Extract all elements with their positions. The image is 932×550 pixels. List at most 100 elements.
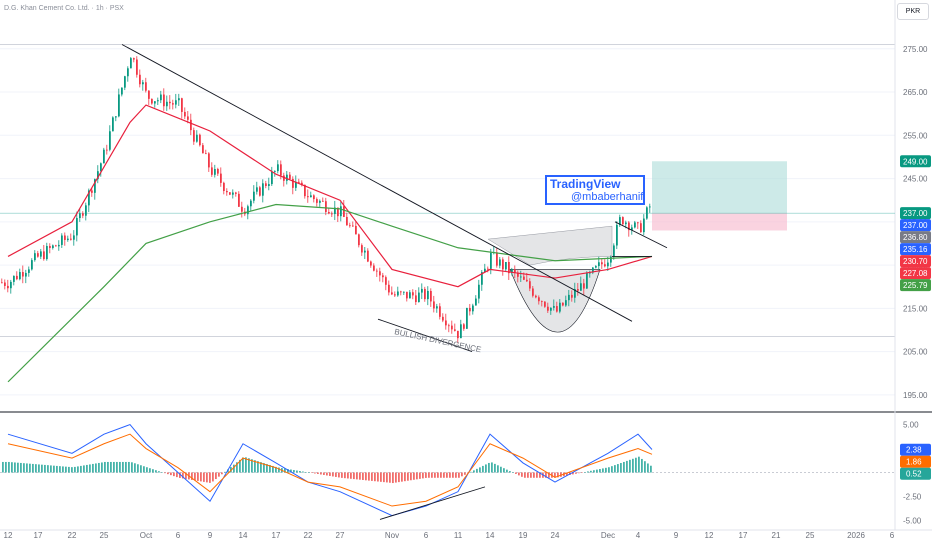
candle-body (133, 58, 135, 60)
macd-histogram-bar (263, 463, 265, 473)
candle-body (496, 252, 498, 266)
candle-body (295, 181, 297, 188)
candle-body (52, 245, 54, 249)
macd-histogram-bar (83, 465, 85, 473)
candle-body (394, 294, 396, 296)
candle-body (505, 262, 507, 270)
price-candles (1, 56, 651, 344)
candle-body (163, 94, 165, 107)
price-tag-text: 236.80 (903, 233, 928, 242)
macd-histogram-bar (71, 467, 73, 473)
candle-body (544, 301, 546, 307)
candle-body (418, 292, 420, 303)
macd-histogram-bar (494, 463, 496, 473)
candle-body (343, 206, 345, 217)
candle-body (355, 225, 357, 235)
price-tag-text: 230.70 (903, 257, 928, 266)
watermark-line2: @mbaberhanif (571, 191, 644, 203)
candle-body (430, 290, 432, 302)
macd-histogram-bar (290, 469, 292, 473)
macd-histogram-bar (620, 463, 622, 473)
candle-body (649, 206, 651, 208)
candle-body (13, 275, 15, 282)
macd-histogram-bar (104, 461, 106, 473)
trendline-drawings (121, 44, 668, 353)
candle-body (292, 178, 294, 188)
candle-body (85, 205, 87, 216)
candle-body (346, 216, 348, 226)
macd-histogram-bar (584, 472, 586, 473)
candle-body (598, 262, 600, 267)
candle-body (502, 259, 504, 270)
candle-body (406, 291, 408, 299)
candle-body (433, 301, 435, 309)
macd-tag (900, 443, 931, 456)
candle-body (16, 275, 18, 280)
macd-histogram-bar (191, 472, 193, 480)
candle-body (274, 171, 276, 172)
candle-body (307, 196, 309, 198)
macd-histogram-bar (488, 462, 490, 473)
macd-histogram-bar (452, 472, 454, 478)
candle-body (82, 213, 84, 216)
time-tick-label: 14 (239, 531, 248, 540)
macd-histogram-bar (125, 461, 127, 473)
macd-histogram-bar (530, 472, 532, 478)
macd-histogram-bar (377, 472, 379, 482)
time-tick-label: 22 (68, 531, 77, 540)
candle-body (538, 297, 540, 302)
macd-histogram-bar (305, 472, 307, 473)
macd-histogram-bar (491, 462, 493, 473)
candle-body (331, 213, 333, 215)
candle-body (166, 101, 168, 107)
macd-histogram-bar (224, 471, 226, 473)
macd-histogram-bar (368, 472, 370, 481)
candle-body (40, 251, 42, 257)
price-tick-label: 265.00 (903, 88, 928, 97)
currency-button[interactable]: PKR (897, 3, 929, 20)
macd-pane (2, 423, 653, 520)
candle-body (514, 269, 516, 273)
candle-body (352, 225, 354, 227)
candle-body (7, 285, 9, 289)
macd-histogram-bar (437, 472, 439, 478)
candle-body (313, 195, 315, 200)
price-tag (900, 155, 931, 168)
candle-body (415, 295, 417, 303)
candle-body (280, 164, 282, 176)
macd-histogram-bar (419, 472, 421, 479)
macd-histogram-bar (17, 462, 19, 473)
candle-body (316, 199, 318, 203)
watermark-line1: TradingView (550, 177, 621, 191)
macd-histogram-bar (614, 465, 616, 473)
macd-histogram-bar (623, 461, 625, 473)
profit-zone (652, 161, 787, 214)
candle-body (385, 277, 387, 285)
macd-histogram-bar (545, 472, 547, 478)
candle-body (349, 225, 351, 227)
candle-body (460, 324, 462, 339)
macd-histogram-bar (524, 472, 526, 478)
macd-histogram-bar (575, 472, 577, 474)
macd-histogram-bar (329, 472, 331, 476)
macd-histogram-bar (518, 472, 520, 476)
candle-body (646, 207, 648, 219)
macd-histogram-bar (62, 466, 64, 473)
macd-tag-text: 0.52 (906, 470, 922, 479)
candle-body (490, 252, 492, 269)
macd-histogram-bar (164, 472, 166, 474)
macd-histogram-bar (332, 472, 334, 477)
time-tick-label: 17 (34, 531, 43, 540)
time-tick-label: 6 (424, 531, 429, 540)
macd-line (7, 423, 653, 517)
candle-body (310, 195, 312, 198)
macd-histogram-bar (221, 472, 223, 475)
price-tick-label: 255.00 (903, 131, 928, 140)
macd-histogram-bar (293, 470, 295, 473)
candle-body (58, 244, 60, 247)
candle-body (97, 171, 99, 180)
macd-histogram-bar (422, 472, 424, 479)
macd-histogram-bar (602, 468, 604, 473)
macd-histogram-bar (566, 472, 568, 476)
